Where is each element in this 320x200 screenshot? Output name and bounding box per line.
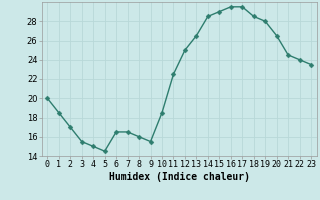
X-axis label: Humidex (Indice chaleur): Humidex (Indice chaleur): [109, 172, 250, 182]
